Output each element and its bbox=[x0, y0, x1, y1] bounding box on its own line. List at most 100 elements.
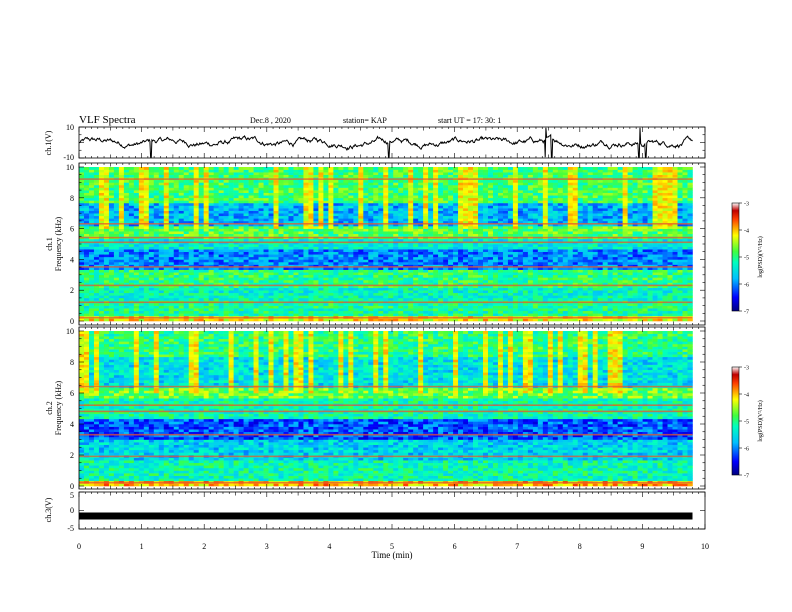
spectrogram-cell bbox=[188, 267, 195, 270]
spectrogram-cell bbox=[158, 172, 165, 175]
spectrogram-cell bbox=[273, 197, 279, 201]
spectrogram-cell bbox=[243, 238, 249, 242]
spectrogram-cell bbox=[448, 220, 454, 224]
spectrogram-cell bbox=[108, 310, 115, 314]
spectrogram-cell bbox=[93, 267, 100, 270]
spectrogram-cell bbox=[443, 202, 449, 206]
spectrogram-cell bbox=[208, 195, 214, 199]
spectrogram-cell bbox=[413, 213, 419, 217]
spectrogram-cell bbox=[193, 244, 200, 247]
spectrogram-cell bbox=[278, 318, 284, 322]
spectrogram-cell bbox=[93, 202, 100, 206]
spectrogram-cell bbox=[393, 274, 399, 278]
spectrogram-cell bbox=[79, 272, 85, 276]
spectrogram-cell bbox=[148, 274, 155, 278]
spectrogram-cell bbox=[93, 308, 100, 312]
spectrogram-cell bbox=[403, 195, 409, 199]
spectrogram-cell bbox=[118, 264, 125, 268]
spectrogram-cell bbox=[128, 297, 135, 301]
spectrogram-cell bbox=[93, 205, 100, 209]
spectrogram-cell bbox=[183, 205, 190, 209]
spectrogram-cell bbox=[108, 187, 115, 191]
spectrogram-cell bbox=[218, 287, 224, 291]
spectrogram-cell bbox=[153, 251, 160, 255]
spectrogram-cell bbox=[103, 228, 110, 232]
spectrogram-cell bbox=[333, 172, 339, 175]
spectrogram-cell bbox=[393, 208, 399, 211]
spectrogram-cell bbox=[278, 197, 284, 201]
spectrogram-cell bbox=[433, 254, 439, 258]
spectrogram-cell bbox=[358, 233, 364, 237]
spectrogram-cell bbox=[98, 251, 105, 255]
spectrogram-cell bbox=[413, 308, 419, 312]
spectrogram-cell bbox=[408, 231, 414, 235]
spectrogram-cell bbox=[313, 231, 319, 235]
spectrogram-cell bbox=[213, 223, 219, 227]
spectrogram-cell bbox=[223, 279, 229, 283]
spectrogram-cell bbox=[268, 226, 274, 229]
spectrogram-cell bbox=[213, 187, 219, 191]
spectrogram-cell bbox=[293, 200, 299, 204]
spectrogram-cell bbox=[203, 223, 209, 227]
spectrogram-cell bbox=[368, 287, 374, 291]
spectrogram-cell bbox=[93, 172, 100, 175]
spectrogram-cell bbox=[353, 174, 359, 178]
spectrogram-cell bbox=[238, 285, 244, 288]
spectrogram-cell bbox=[343, 297, 349, 301]
spectrogram-cell bbox=[143, 231, 150, 235]
spectrogram-cell bbox=[428, 218, 434, 222]
spectrogram-cell bbox=[158, 167, 165, 170]
spectrogram-cell bbox=[288, 169, 294, 173]
spectrogram-cell bbox=[218, 318, 224, 322]
spectrogram-cell bbox=[473, 267, 479, 270]
spectrogram-cell bbox=[348, 233, 354, 237]
spectrogram-cell bbox=[463, 205, 469, 209]
spectrogram-cell bbox=[228, 297, 234, 301]
spectrogram-cell bbox=[373, 223, 379, 227]
spectrogram-cell bbox=[158, 256, 165, 260]
spectrogram-cell bbox=[228, 290, 234, 294]
spectrogram-cell bbox=[393, 303, 399, 306]
spectrogram-cell bbox=[163, 274, 170, 278]
spectrogram-cell bbox=[408, 200, 414, 204]
spectrogram-cell bbox=[408, 233, 414, 237]
spectrogram-cell bbox=[143, 213, 150, 217]
spectrogram-cell bbox=[83, 226, 90, 229]
spectrogram-cell bbox=[248, 264, 254, 268]
spectrogram-cell bbox=[88, 279, 95, 283]
spectrogram-cell bbox=[178, 233, 185, 237]
spectrogram-cell bbox=[173, 308, 180, 312]
spectrogram-cell bbox=[133, 297, 140, 301]
spectrogram-cell bbox=[173, 279, 180, 283]
spectrogram-cell bbox=[373, 205, 379, 209]
spectrogram-cell bbox=[348, 297, 354, 301]
spectrogram-cell bbox=[233, 200, 239, 204]
spectrogram-cell bbox=[393, 249, 399, 252]
spectrogram-cell bbox=[163, 172, 170, 175]
spectrogram-cell bbox=[238, 264, 244, 268]
spectrogram-cell bbox=[173, 228, 180, 232]
spectrogram-cell bbox=[173, 305, 180, 309]
spectrogram-cell bbox=[458, 313, 464, 317]
spectrogram-cell bbox=[163, 223, 170, 227]
spectrogram-cell bbox=[238, 305, 244, 309]
spectrogram-cell bbox=[258, 282, 264, 286]
spectrogram-cell bbox=[173, 267, 180, 270]
spectrogram-cell bbox=[153, 169, 160, 173]
spectrogram-cell bbox=[423, 179, 429, 183]
spectrogram-cell bbox=[228, 231, 234, 235]
spectrogram-cell bbox=[238, 179, 244, 183]
spectrogram-cell bbox=[273, 246, 279, 250]
spectrogram-cell bbox=[418, 182, 424, 186]
spectrogram-cell bbox=[143, 267, 150, 270]
spectrogram-cell bbox=[178, 192, 185, 196]
spectrogram-cell bbox=[148, 179, 155, 183]
spectrogram-cell bbox=[208, 182, 214, 186]
spectrogram-cell bbox=[148, 287, 155, 291]
spectrogram-cell bbox=[98, 256, 105, 260]
spectrogram-cell bbox=[113, 313, 120, 317]
spectrogram-cell bbox=[158, 292, 165, 296]
spectrogram-cell bbox=[313, 269, 319, 273]
spectrogram-cell bbox=[433, 205, 439, 209]
spectrogram-cell bbox=[358, 184, 364, 188]
